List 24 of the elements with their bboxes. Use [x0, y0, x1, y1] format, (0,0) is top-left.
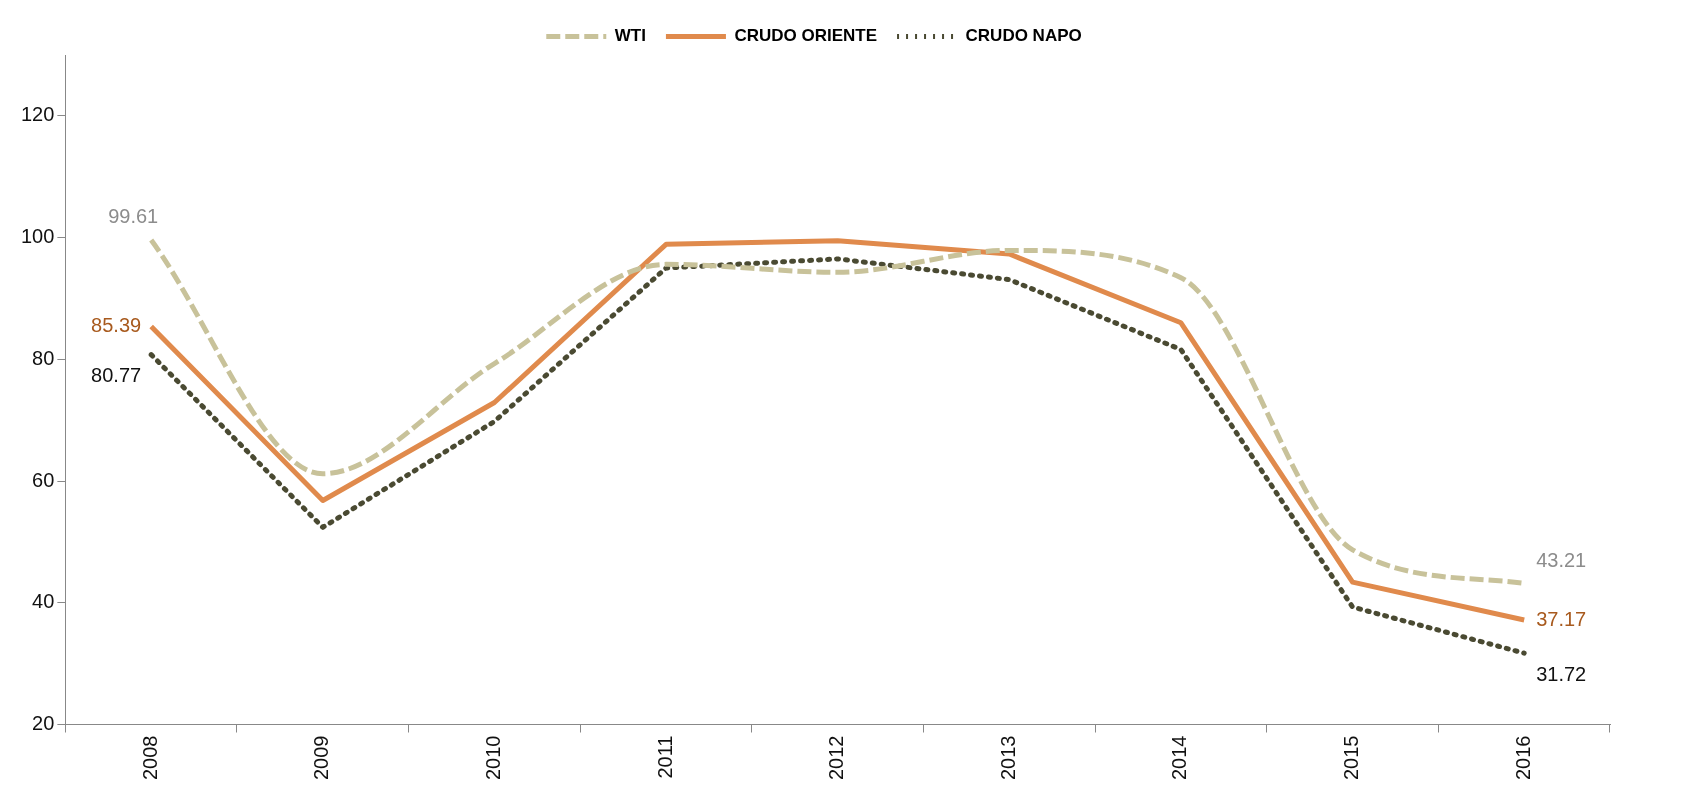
x-tick-label: 2009 [310, 735, 333, 781]
data-label: 80.77 [91, 364, 142, 387]
x-tick-label: 2015 [1340, 735, 1363, 781]
x-tick-label: 2008 [138, 735, 161, 781]
legend-label: WTI [614, 26, 646, 46]
data-label: 43.21 [1536, 548, 1587, 571]
x-tick-label: 2016 [1511, 735, 1534, 781]
y-tick-label: 60 [32, 468, 55, 491]
legend-label: CRUDO ORIENTE [734, 26, 878, 46]
y-tick-label: 20 [32, 712, 55, 735]
data-label: 31.72 [1536, 662, 1587, 685]
legend-label: CRUDO NAPO [965, 26, 1082, 46]
y-tick-label: 80 [32, 346, 55, 369]
x-tick-label: 2012 [825, 735, 848, 781]
x-tick-label: 2011 [653, 735, 676, 779]
data-label: 85.39 [91, 314, 142, 337]
y-tick-label: 120 [20, 103, 55, 126]
x-tick-label: 2010 [481, 735, 504, 781]
y-tick-label: 100 [20, 225, 55, 248]
data-label: 37.17 [1536, 607, 1587, 630]
data-label: 99.61 [108, 205, 159, 228]
x-tick-label: 2014 [1168, 735, 1191, 781]
x-tick-label: 2013 [996, 735, 1019, 781]
y-tick-label: 40 [32, 590, 55, 613]
